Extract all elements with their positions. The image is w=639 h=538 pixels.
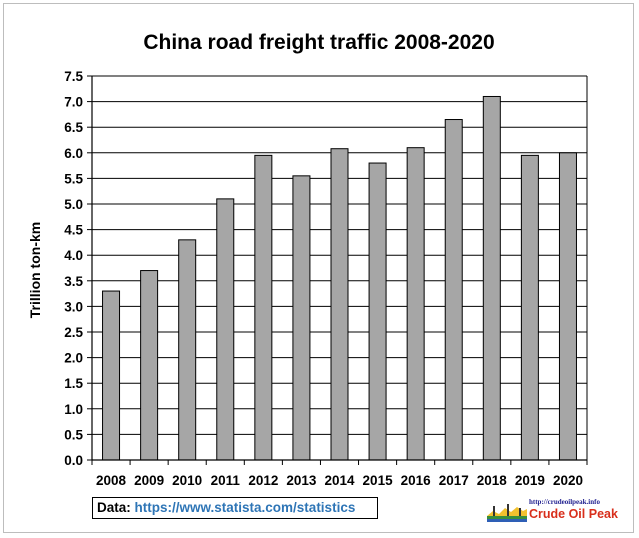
bar-2020: [558, 152, 577, 461]
x-tick-label: 2010: [172, 473, 202, 488]
y-tick-label: 7.0: [64, 95, 83, 110]
y-tick-label: 1.0: [64, 402, 83, 417]
crude-oil-peak-logo[interactable]: http://crudeoilpeak.info Crude Oil Peak: [487, 498, 618, 522]
bar-2016: [406, 147, 425, 461]
y-tick-labels: 0.0 0.5 1.0 1.5 2.0 2.5 3.0 3.5 4.0 4.5 5.0 5.5 6.0 6…: [64, 69, 92, 468]
x-tick-label: 2020: [553, 473, 583, 488]
y-tick-label: 6.5: [64, 120, 83, 135]
bar-2015: [368, 162, 387, 461]
bar-2018: [482, 95, 501, 461]
x-tick-label: 2008: [96, 473, 127, 488]
y-tick-label: 0.5: [64, 427, 83, 442]
y-tick-label: 1.5: [64, 376, 83, 391]
source-link[interactable]: https://www.statista.com/statistics: [134, 500, 356, 515]
oil-field-logo-icon: [487, 504, 527, 522]
x-tick-label: 2016: [401, 473, 432, 488]
chart-title: China road freight traffic 2008-2020: [143, 31, 494, 54]
logo-name: Crude Oil Peak: [529, 507, 618, 521]
bar-2009: [140, 270, 159, 461]
bar-2012: [254, 154, 273, 461]
x-tick-label: 2019: [515, 473, 545, 488]
bar-2019: [520, 154, 539, 461]
x-tick-label: 2015: [363, 473, 394, 488]
x-tick-label: 2011: [211, 473, 241, 488]
x-tick-label: 2014: [324, 473, 355, 488]
x-tick-labels: 2008 2009 2010 2011 2012 2013 2014 2015 2016 2017…: [91, 460, 588, 488]
bar-2013: [292, 175, 311, 461]
bar-2017: [444, 119, 463, 461]
y-tick-label: 2.0: [64, 351, 83, 366]
data-source-box: Data: https://www.statista.com/statistic…: [92, 497, 378, 519]
y-tick-label: 0.0: [64, 453, 83, 468]
axes: [91, 76, 588, 461]
x-tick-label: 2013: [286, 473, 317, 488]
y-tick-label: 5.5: [64, 171, 83, 186]
x-tick-label: 2018: [477, 473, 508, 488]
bar-2011: [216, 198, 235, 461]
x-tick-label: 2017: [439, 473, 469, 488]
y-tick-label: 5.0: [64, 197, 83, 212]
y-tick-label: 3.5: [64, 274, 83, 289]
y-tick-label: 6.0: [64, 146, 83, 161]
y-tick-label: 3.0: [64, 299, 83, 314]
y-tick-label: 7.5: [64, 69, 83, 84]
x-tick-label: 2012: [248, 473, 278, 488]
x-tick-label: 2009: [134, 473, 164, 488]
source-label: Data:: [97, 500, 131, 515]
bar-2014: [330, 148, 349, 461]
bar-2010: [178, 239, 197, 461]
y-tick-label: 4.5: [64, 223, 83, 238]
y-axis-label: Trillion ton-km: [27, 222, 43, 318]
logo-url: http://crudeoilpeak.info: [529, 498, 600, 506]
y-tick-label: 4.0: [64, 248, 83, 263]
bar-2008: [102, 290, 121, 461]
bars: [102, 95, 577, 461]
y-tick-label: 2.5: [64, 325, 83, 340]
